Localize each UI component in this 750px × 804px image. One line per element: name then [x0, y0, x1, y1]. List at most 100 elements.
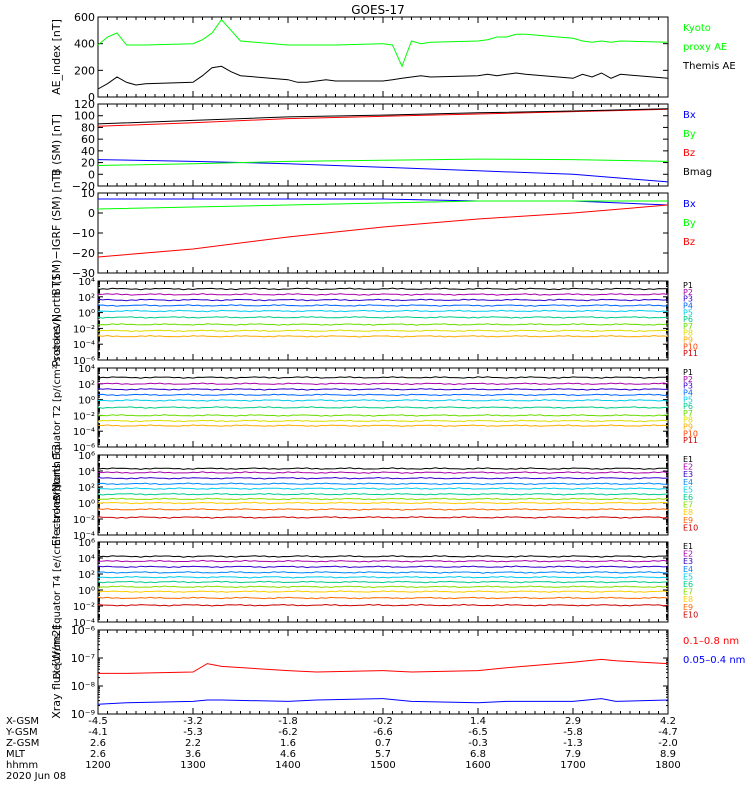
legend-entry: E9: [683, 603, 693, 612]
legend-entry: P9: [683, 336, 693, 345]
series-line-p9: [97, 334, 669, 338]
x-axis-row-label: MLT: [6, 749, 26, 760]
y-tick-label: 10⁻⁶: [71, 624, 96, 637]
series-line-p6: [97, 316, 669, 319]
y-tick-label: 10²: [78, 483, 95, 494]
x-axis-value: 1400: [275, 760, 300, 771]
series-line-e5: [98, 575, 669, 579]
y-axis-label: Xray flux [W/m2]: [50, 625, 63, 719]
series-line-e7: [97, 497, 669, 501]
y-axis-label: Electrons North T3: [50, 444, 63, 546]
series-line-p7: [97, 414, 669, 417]
legend-entry: P7: [683, 409, 693, 418]
y-tick-label: 120: [74, 98, 95, 111]
series-line-e7: [97, 585, 669, 589]
series-line-e2: [97, 471, 669, 474]
legend-entry: P10: [683, 429, 698, 438]
x-axis-value: 8.9: [660, 749, 676, 760]
series-line-0-1-0-8-nm: [98, 658, 669, 674]
series-line-themis-ae: [97, 65, 669, 90]
series-line-p2: [97, 382, 669, 386]
y-tick-label: 10⁻⁴: [73, 427, 95, 438]
y-tick-label: 20: [81, 157, 95, 170]
y-tick-label: −20: [72, 180, 95, 193]
x-axis-value: 1800: [655, 760, 680, 771]
x-axis-row-label: Y-GSM: [5, 727, 38, 738]
y-tick-label: 10⁴: [78, 364, 95, 375]
y-tick-label: 0: [88, 207, 95, 220]
y-tick-label: 10⁻²: [73, 324, 95, 335]
y-tick-label: 10²: [78, 293, 95, 304]
series-line-e3: [97, 476, 669, 480]
legend-entry: E6: [683, 493, 693, 502]
y-tick-label: 10⁰: [78, 586, 95, 597]
legend-entry: P3: [683, 295, 693, 304]
legend-entry: P7: [683, 322, 693, 331]
y-tick-label: −10: [72, 227, 95, 240]
legend-entry: By: [683, 129, 696, 140]
panel-8: 10⁻⁹ 10⁻⁸ 10⁻⁷ 10⁻⁶ Xray flux [W/m2] 0.1–0.8 …: [50, 624, 745, 721]
y-tick-label: 10⁻⁶: [73, 356, 95, 367]
legend-entry: E2: [683, 550, 693, 559]
legend-entry: E4: [683, 565, 693, 574]
y-axis-label: AE_index [nT]: [50, 19, 63, 95]
series-line-p9: [97, 424, 669, 428]
panel-6: 10⁻⁴ 10⁻² 10⁰ 10² 10⁴ 10⁶ Electrons North T3 E1…: [50, 444, 698, 546]
x-axis-value: 2.9: [565, 716, 581, 727]
y-tick-label: 10⁻²: [73, 411, 95, 422]
series-line-p7: [97, 323, 669, 326]
y-tick-label: −20: [72, 247, 95, 260]
legend-entry: E1: [683, 455, 693, 464]
series-line-p4: [97, 304, 669, 307]
y-tick-label: 400: [74, 38, 95, 51]
x-axis-value: 1.4: [470, 716, 486, 727]
legend-entry: P3: [683, 382, 693, 391]
y-tick-label: 10⁴: [78, 277, 95, 288]
x-axis-value: 0.7: [375, 738, 391, 749]
y-tick-label: 10⁻⁶: [73, 443, 95, 454]
series-line-p2: [97, 293, 669, 296]
legend-entry: E3: [683, 557, 693, 566]
legend-entry: E6: [683, 580, 693, 589]
y-tick-label: 10⁴: [78, 467, 95, 478]
y-tick-label: 10⁶: [78, 451, 95, 462]
y-tick-label: 10²: [78, 380, 95, 391]
legend-entry: Bz: [683, 148, 695, 159]
legend-entry: P6: [683, 315, 693, 324]
series-line-p1: [97, 376, 668, 379]
legend-entry: E8: [683, 595, 693, 604]
panel-7: 10⁻⁴ 10⁻² 10⁰ 10² 10⁴ 10⁶ Electrons Equator T4…: [52, 484, 698, 679]
series-line-bmag: [97, 108, 669, 125]
legend-entry: E10: [683, 523, 698, 532]
series-line-p5: [97, 309, 669, 313]
legend-entry: P4: [683, 388, 693, 397]
x-axis-value: -1.3: [563, 738, 583, 749]
series-line-by: [97, 200, 668, 210]
series-line-e3: [97, 565, 669, 569]
x-axis-value: 1.6: [280, 738, 296, 749]
x-axis-value: 1600: [465, 760, 490, 771]
legend-entry: P8: [683, 329, 693, 338]
series-line-e4: [97, 482, 669, 486]
legend-entry: P11: [683, 349, 698, 358]
legend-entry: P1: [683, 368, 693, 377]
x-axis-value: 1200: [85, 760, 110, 771]
x-axis-date: 2020 Jun 08: [6, 771, 66, 782]
x-axis-row-label: Z-GSM: [6, 738, 39, 749]
x-axis-value: 1300: [180, 760, 205, 771]
x-axis-value: -0.3: [468, 738, 488, 749]
x-axis-value: 5.7: [375, 749, 391, 760]
series-line-e4: [97, 571, 669, 574]
series-line-p8: [97, 329, 669, 333]
x-axis-value: -1.8: [278, 716, 298, 727]
x-axis-value: 2.2: [185, 738, 201, 749]
x-axis-value: 4.2: [660, 716, 676, 727]
y-axis-label: Electrons Equator T4 [e/(cm²-s-sr-keV)]: [52, 484, 63, 679]
series-line-bz: [97, 108, 669, 127]
series-line-p3: [97, 388, 669, 391]
legend-entry: Themis AE: [682, 61, 736, 72]
y-tick-label: 0: [88, 91, 95, 104]
legend-entry: proxy AE: [683, 42, 727, 53]
